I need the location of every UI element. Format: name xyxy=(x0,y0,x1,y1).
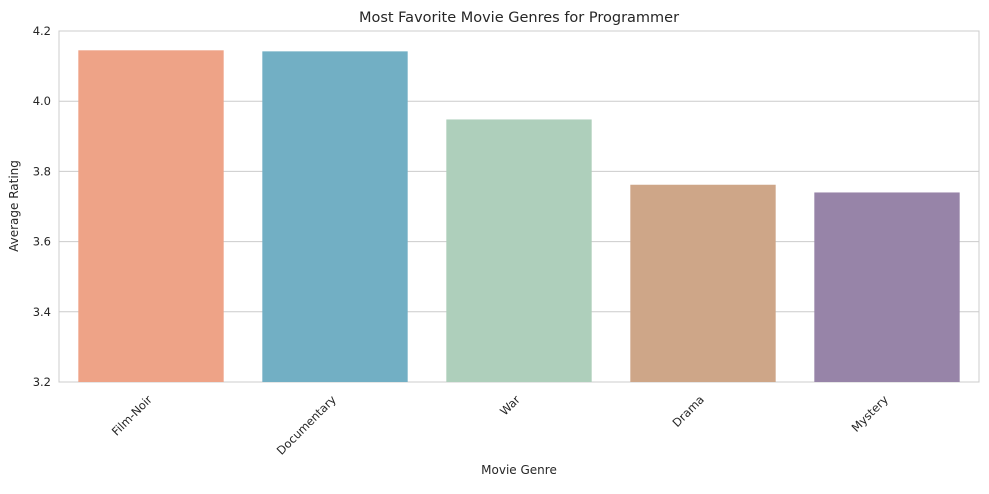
bar-war xyxy=(446,119,592,383)
bar-drama xyxy=(630,184,776,382)
y-tick-label: 3.4 xyxy=(33,305,51,319)
y-axis-ticks: 3.2 3.4 3.6 3.8 4.0 4.2 xyxy=(33,24,51,389)
bar-documentary xyxy=(262,51,408,382)
y-tick-label: 3.8 xyxy=(33,164,51,178)
y-tick-label: 4.2 xyxy=(33,24,51,38)
chart-title: Most Favorite Movie Genres for Programme… xyxy=(359,10,679,26)
bars xyxy=(78,50,960,383)
y-tick-label: 3.2 xyxy=(33,375,51,389)
y-tick-label: 3.6 xyxy=(33,235,51,249)
bar-film-noir xyxy=(78,50,224,383)
y-axis-label: Average Rating xyxy=(7,160,21,252)
bar-mystery xyxy=(814,192,960,382)
x-axis-label: Movie Genre xyxy=(481,463,557,477)
y-tick-label: 4.0 xyxy=(33,94,51,108)
